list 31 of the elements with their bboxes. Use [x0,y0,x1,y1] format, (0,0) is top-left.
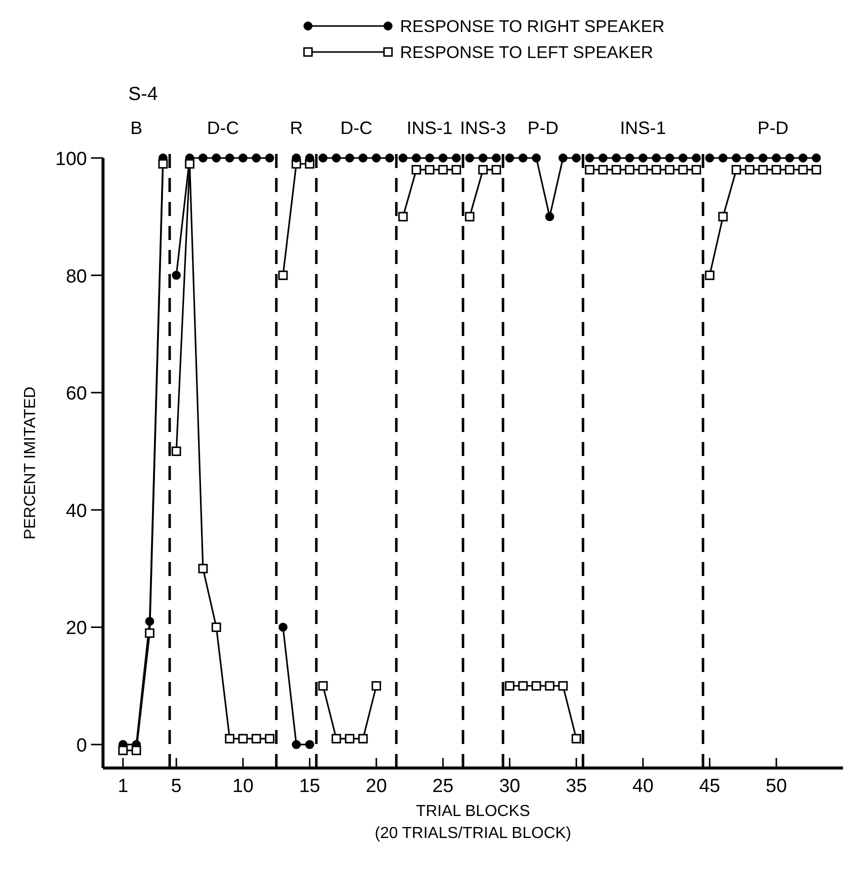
text: INS-1 [620,118,666,138]
x-tick-label: 20 [366,776,387,797]
y-tick-label: 0 [76,736,87,757]
legend-label: RESPONSE TO RIGHT SPEAKER [400,17,665,36]
text: B [130,118,142,138]
legend-label: RESPONSE TO LEFT SPEAKER [400,43,654,62]
text: P-D [528,118,558,138]
text: D-C [340,118,372,138]
text: INS-3 [460,118,506,138]
text: P-D [758,118,788,138]
y-tick-label: 60 [66,384,87,405]
x-tick-label: 40 [632,776,654,797]
y-tick-label: 20 [66,618,87,640]
text: R [290,118,303,138]
x-tick-label: 10 [232,776,254,797]
y-axis-title: PERCENT IMITATED [22,386,39,540]
text: D-C [207,118,239,138]
text: INS-1 [406,118,453,138]
y-tick-label: 100 [55,149,87,170]
x-tick-label: 5 [171,776,182,797]
y-tick-label: 80 [66,266,87,288]
x-tick-label: 25 [432,776,454,797]
x-tick-label: 15 [299,776,320,797]
x-tick-label: 30 [499,776,520,797]
x-tick-label: 45 [699,776,720,797]
x-tick-label: 35 [566,776,587,797]
chart-title: S-4 [128,84,158,105]
x-axis-title: TRIAL BLOCKS (20 TRIALS/TRIAL BLOCK) [374,803,572,842]
y-tick-label: 40 [66,500,87,522]
x-tick-label: 50 [766,776,787,797]
x-tick-label: 1 [118,776,128,797]
